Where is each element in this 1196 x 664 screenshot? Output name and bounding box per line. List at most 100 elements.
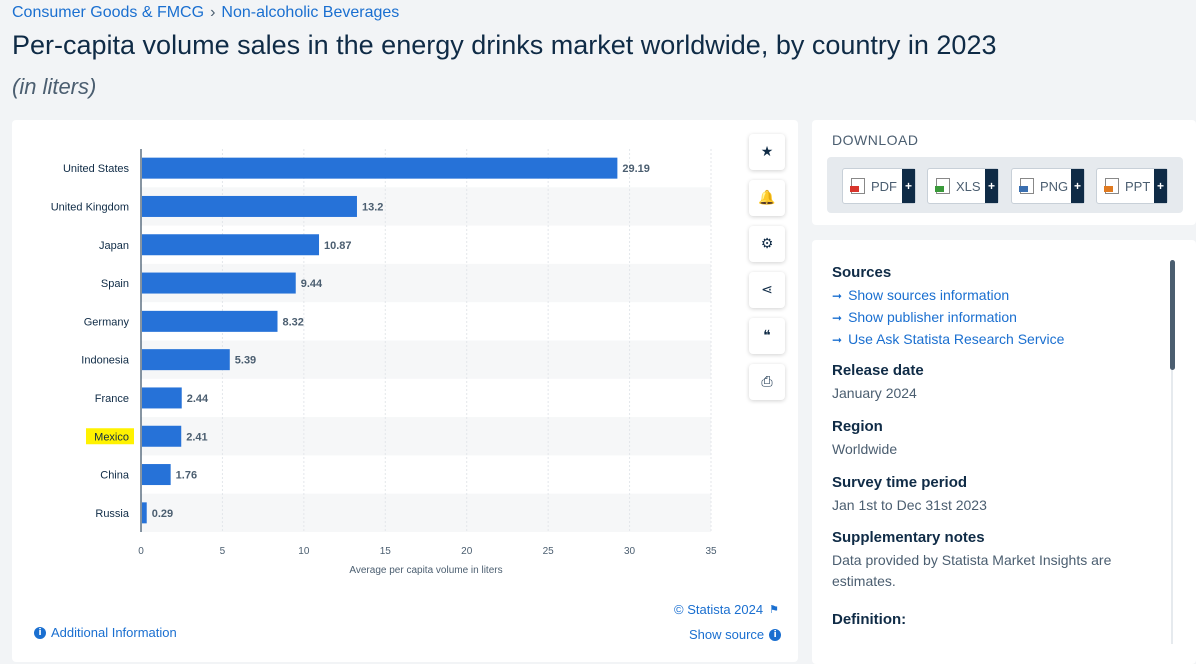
release-date-section: Release date January 2024: [832, 362, 924, 404]
download-format-label: PPT: [1125, 178, 1151, 194]
png-file-icon: [1019, 178, 1034, 194]
x-tick-label: 15: [380, 546, 392, 557]
row-band: [141, 417, 711, 456]
region-section: Region Worldwide: [832, 418, 897, 460]
share-button[interactable]: ⋖: [749, 272, 785, 308]
settings-button[interactable]: ⚙: [749, 226, 785, 262]
info-icon: i: [769, 628, 782, 641]
category-label: United Kingdom: [51, 201, 129, 213]
sources-heading: Sources: [832, 264, 892, 281]
download-png-button[interactable]: PNG +: [1011, 168, 1085, 204]
download-pdf-button[interactable]: PDF +: [842, 168, 916, 204]
bar: [142, 387, 182, 409]
show-sources-link[interactable]: ➞ Show sources information: [832, 285, 1064, 307]
additional-information-link[interactable]: i Additional Information: [34, 625, 177, 640]
bar: [142, 272, 296, 294]
printer-icon: ⎙: [761, 374, 773, 390]
highlight-marker: [86, 428, 134, 445]
x-tick-label: 10: [298, 546, 310, 557]
category-label: United States: [63, 163, 130, 175]
data-label: 9.44: [301, 278, 323, 290]
show-publisher-label: Show publisher information: [848, 309, 1017, 325]
x-tick-label: 30: [624, 546, 636, 557]
category-label: France: [95, 393, 129, 405]
x-tick-label: 20: [461, 546, 473, 557]
data-label: 0.29: [152, 508, 173, 520]
data-label: 29.19: [622, 163, 650, 175]
arrow-right-icon: ➞: [832, 289, 843, 303]
info-icon: i: [34, 626, 46, 639]
bar: [142, 310, 278, 332]
bar: [142, 234, 320, 256]
category-label: Indonesia: [81, 355, 130, 367]
supplementary-notes-section: Supplementary notes Data provided by Sta…: [832, 529, 1132, 592]
breadcrumb: Consumer Goods & FMCG › Non-alcoholic Beve…: [12, 4, 399, 22]
sources-section: Sources ➞ Show sources information ➞ Show …: [832, 264, 1064, 351]
arrow-right-icon: ➞: [832, 311, 843, 325]
release-date-value: January 2024: [832, 385, 917, 401]
data-label: 13.2: [362, 201, 383, 213]
release-date-heading: Release date: [832, 362, 924, 379]
page-subtitle: (in liters): [12, 74, 97, 99]
print-button[interactable]: ⎙: [749, 364, 785, 400]
bar: [142, 464, 171, 486]
region-heading: Region: [832, 418, 883, 435]
show-source-label: Show source: [689, 627, 765, 642]
survey-period-heading: Survey time period: [832, 474, 968, 491]
breadcrumb-subcategory[interactable]: Non-alcoholic Beverages: [221, 4, 400, 21]
category-label: Spain: [101, 278, 129, 290]
bar: [142, 349, 230, 371]
download-xls-button[interactable]: XLS +: [927, 168, 999, 204]
data-label: 2.44: [187, 393, 209, 405]
bar-chart: 0 5 10 15 20 25 30 35 United States 29.19 United K…: [51, 149, 717, 576]
plus-icon: +: [1154, 169, 1167, 203]
pdf-file-icon: [850, 178, 865, 194]
favorite-button[interactable]: ★: [749, 134, 785, 170]
survey-period-section: Survey time period Jan 1st to Dec 31st 2…: [832, 474, 987, 516]
scrollbar-thumb[interactable]: [1170, 260, 1175, 370]
plus-icon: +: [902, 169, 915, 203]
supplementary-notes-value: Data provided by Statista Market Insight…: [832, 552, 1112, 589]
supplementary-notes-heading: Supplementary notes: [832, 529, 985, 546]
breadcrumb-category[interactable]: Consumer Goods & FMCG: [12, 4, 205, 21]
download-format-label: PDF: [871, 178, 897, 194]
bar: [142, 502, 147, 524]
cite-button[interactable]: ❝: [749, 318, 785, 354]
row-band: [141, 340, 711, 379]
survey-period-value: Jan 1st to Dec 31st 2023: [832, 497, 987, 513]
bar: [142, 157, 618, 179]
x-axis-title: Average per capita volume in liters: [349, 565, 502, 576]
additional-information-label: Additional Information: [51, 625, 177, 640]
breadcrumb-separator-icon: ›: [210, 4, 216, 21]
definition-section: Definition:: [832, 611, 906, 632]
x-tick-label: 25: [543, 546, 555, 557]
ask-statista-label: Use Ask Statista Research Service: [848, 331, 1065, 347]
x-tick-label: 35: [705, 546, 717, 557]
chart-card: 0 5 10 15 20 25 30 35 United States 29.19 United K…: [12, 120, 798, 662]
quote-icon: ❝: [763, 328, 771, 344]
plus-icon: +: [985, 169, 998, 203]
info-panel: Sources ➞ Show sources information ➞ Show …: [812, 240, 1196, 664]
show-sources-label: Show sources information: [848, 287, 1010, 303]
bar: [142, 195, 357, 217]
show-source-link[interactable]: Show source i: [689, 627, 782, 642]
scrollbar-track[interactable]: [1171, 260, 1173, 644]
copyright-text: © Statista 2024: [674, 602, 764, 617]
notify-button[interactable]: 🔔: [749, 180, 785, 216]
flag-icon: ⚑: [769, 604, 779, 616]
category-label: Mexico: [94, 431, 129, 443]
data-label: 1.76: [176, 470, 197, 482]
arrow-right-icon: ➞: [832, 333, 843, 347]
show-publisher-link[interactable]: ➞ Show publisher information: [832, 307, 1064, 329]
xls-file-icon: [935, 178, 950, 194]
download-ppt-button[interactable]: PPT +: [1096, 168, 1168, 204]
category-label: Russia: [95, 508, 130, 520]
download-buttons: PDF + XLS + PNG + PPT +: [827, 157, 1183, 213]
plus-icon: +: [1071, 169, 1084, 203]
category-label: Japan: [99, 240, 129, 252]
statista-copyright[interactable]: © Statista 2024 ⚑: [674, 602, 779, 617]
download-title: DOWNLOAD: [832, 132, 919, 148]
share-icon: ⋖: [761, 282, 773, 298]
ask-statista-link[interactable]: ➞ Use Ask Statista Research Service: [832, 329, 1064, 351]
gear-icon: ⚙: [760, 236, 774, 252]
